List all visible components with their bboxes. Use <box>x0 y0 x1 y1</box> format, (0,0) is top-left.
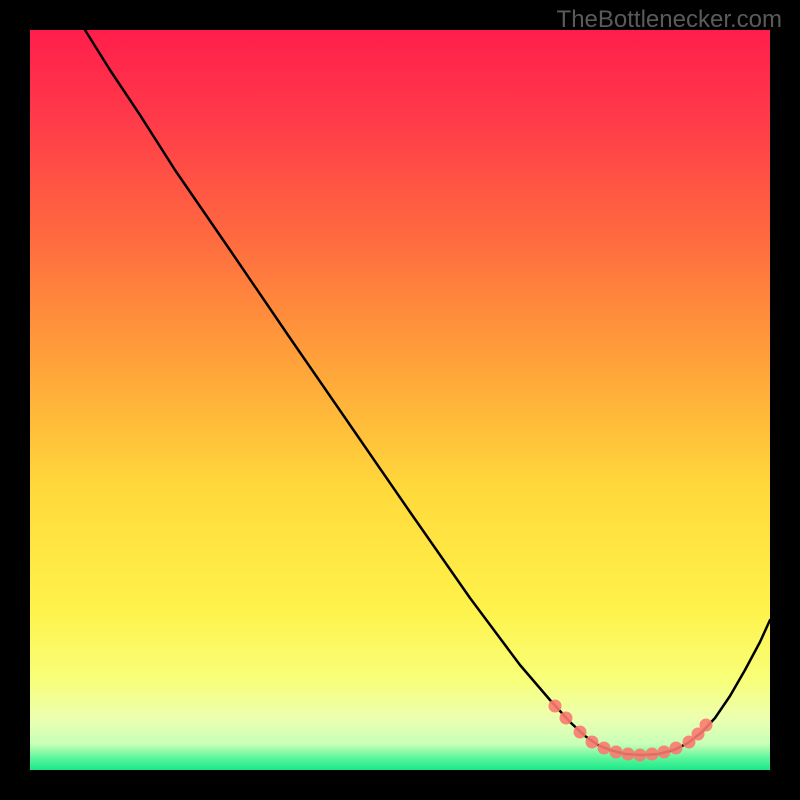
curve-overlay-svg <box>30 30 770 770</box>
optimal-marker <box>646 748 659 761</box>
optimal-marker <box>670 742 683 755</box>
plot-area <box>30 30 770 770</box>
watermark-label: TheBottlenecker.com <box>557 6 782 34</box>
optimal-marker <box>598 742 611 755</box>
optimal-marker <box>634 749 647 762</box>
frame-border-left <box>0 0 30 800</box>
optimal-marker <box>700 719 713 732</box>
optimal-marker <box>610 746 623 759</box>
optimal-marker <box>560 712 573 725</box>
optimal-marker <box>549 700 562 713</box>
optimal-marker <box>586 736 599 749</box>
optimal-marker <box>574 726 587 739</box>
bottleneck-curve <box>85 30 770 755</box>
optimal-marker <box>658 746 671 759</box>
chart-frame: TheBottlenecker.com <box>0 0 800 800</box>
optimal-marker <box>622 748 635 761</box>
optimal-markers-group <box>549 700 713 762</box>
frame-border-right <box>770 0 800 800</box>
frame-border-bottom <box>0 770 800 800</box>
